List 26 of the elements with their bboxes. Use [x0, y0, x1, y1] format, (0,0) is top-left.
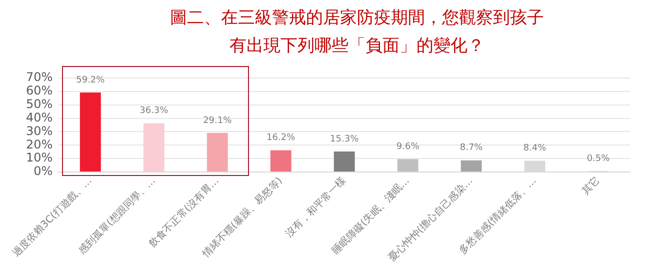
- y-tick-label: 70%: [26, 70, 53, 84]
- chart-title: 圖二、在三級警戒的居家防疫期間，您觀察到孩子有出現下列哪些「負面」的變化？: [169, 7, 545, 58]
- bar: [80, 92, 101, 172]
- bar: [270, 150, 292, 172]
- data-label: 36.3%: [140, 106, 169, 116]
- data-label: 9.6%: [396, 142, 420, 152]
- y-tick-label: 20%: [26, 137, 53, 152]
- data-label: 59.2%: [76, 75, 106, 86]
- bar: [397, 159, 418, 172]
- y-tick-label: 40%: [26, 110, 53, 124]
- y-tick-label: 10%: [26, 150, 53, 165]
- data-label: 8.4%: [523, 144, 547, 154]
- data-label: 16.2%: [266, 133, 296, 144]
- bar: [460, 160, 482, 172]
- data-label: 8.7%: [460, 143, 484, 154]
- y-tick-label: 30%: [26, 124, 53, 138]
- bar: [143, 123, 164, 172]
- data-label: 0.5%: [586, 154, 610, 164]
- data-label: 15.3%: [330, 134, 360, 144]
- y-tick-label: 0%: [34, 164, 53, 178]
- y-tick-label: 60%: [26, 84, 53, 98]
- x-tick-label: 其它: [580, 174, 602, 198]
- bar: [334, 151, 355, 172]
- y-tick-label: 50%: [26, 96, 53, 111]
- data-label: 29.1%: [203, 116, 232, 126]
- bar: [206, 132, 228, 172]
